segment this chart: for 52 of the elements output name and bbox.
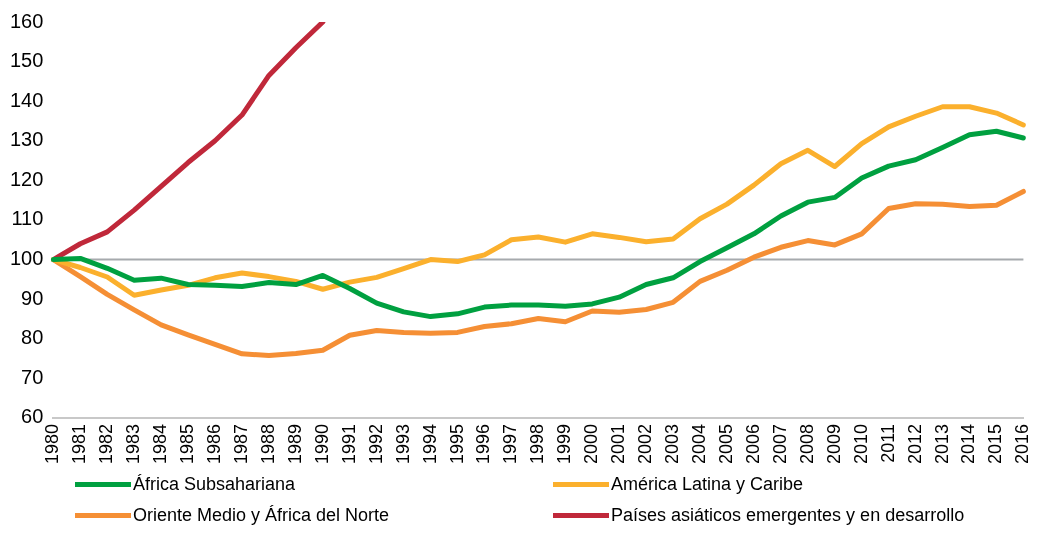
legend-label: Oriente Medio y África del Norte (133, 505, 390, 526)
x-tick-label: 2014 (958, 423, 979, 464)
x-tick-label: 1986 (204, 423, 225, 464)
legend-label: Países asiáticos emergentes y en desarrollo (611, 505, 965, 526)
x-tick-label: 2015 (985, 423, 1006, 464)
x-tick-label: 1997 (500, 423, 521, 464)
x-tick-label: 1990 (311, 423, 332, 464)
x-tick-label: 2000 (581, 423, 602, 464)
x-tick-label: 1998 (527, 423, 548, 464)
x-tick-label: 2009 (823, 423, 844, 464)
y-tick-label: 80 (21, 326, 44, 349)
y-tick-label: 130 (9, 128, 44, 151)
x-tick-label: 1993 (392, 423, 413, 464)
y-tick-label: 100 (9, 247, 44, 270)
y-tick-label: 140 (9, 88, 44, 111)
legend-label: América Latina y Caribe (611, 474, 804, 495)
x-tick-label: 2004 (689, 423, 710, 464)
x-tick-label: 1994 (419, 423, 440, 464)
x-tick-label: 2010 (850, 423, 871, 464)
legend-label: África Subsahariana (133, 474, 296, 495)
x-tick-label: 2006 (742, 423, 763, 464)
y-tick-label: 120 (9, 167, 44, 190)
y-tick-label: 150 (9, 49, 44, 72)
x-tick-label: 2016 (1012, 423, 1033, 464)
x-tick-label: 2011 (877, 423, 898, 463)
x-tick-label: 1983 (123, 423, 144, 464)
x-tick-label: 1987 (230, 423, 251, 464)
x-tick-label: 2008 (796, 423, 817, 464)
y-tick-label: 60 (21, 405, 44, 428)
x-tick-label: 1982 (96, 423, 117, 464)
x-tick-label: 2002 (635, 423, 656, 464)
x-tick-label: 1980 (42, 423, 63, 464)
x-tick-label: 1992 (365, 423, 386, 464)
y-tick-label: 160 (9, 9, 44, 32)
x-tick-label: 1989 (284, 423, 305, 464)
x-tick-label: 2005 (715, 423, 736, 464)
x-tick-label: 1985 (177, 423, 198, 464)
y-tick-label: 90 (21, 286, 44, 309)
x-tick-label: 1988 (257, 423, 278, 464)
x-tick-label: 1991 (338, 423, 359, 464)
y-tick-label: 110 (11, 207, 44, 230)
x-tick-label: 2003 (662, 423, 683, 464)
x-tick-label: 1995 (446, 423, 467, 464)
x-tick-label: 1996 (473, 423, 494, 464)
x-tick-label: 2013 (931, 423, 952, 464)
x-tick-label: 1981 (69, 423, 90, 464)
x-tick-label: 1984 (150, 423, 171, 464)
x-tick-label: 1999 (554, 423, 575, 464)
y-tick-label: 70 (21, 365, 44, 388)
x-tick-label: 2007 (769, 423, 790, 464)
x-tick-label: 2001 (608, 423, 629, 464)
x-tick-label: 2012 (904, 423, 925, 464)
